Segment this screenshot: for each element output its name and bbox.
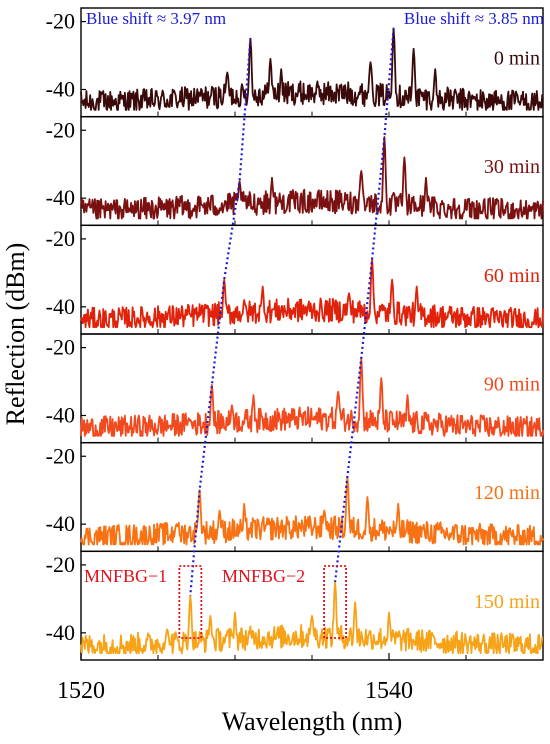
blue-shift-label-1: Blue shift ≈ 3.97 nm [86,9,226,28]
time-label: 90 min [484,374,540,396]
shift-line-1 [189,38,252,596]
panel-2: -20 -40 60 min [46,224,544,335]
mnfbg-boxes [178,565,348,639]
y-tick-label: -40 [46,620,75,645]
time-label: 30 min [484,156,540,178]
blue-shift-lines [189,28,395,596]
time-label: 150 min [474,591,540,613]
spectrum-line [80,475,544,546]
spectrum-line [80,581,544,655]
y-tick-label: -20 [46,117,75,142]
x-axis-label: Wavelength (nm) [222,707,403,736]
panel-3: -20 -40 90 min [46,333,544,444]
time-label: 120 min [474,482,540,504]
spectra-panels: -20 -40 0 min -20 -40 30 min -20 -40 60 min -20 -4… [46,7,544,661]
mnfbg-2-label: MNFBG−2 [222,566,305,586]
panel-4: -20 -40 120 min [46,441,544,553]
y-tick-label: -20 [46,552,75,577]
y-axis-label: Reflection (dBm) [1,243,30,426]
y-tick-label: -40 [46,511,75,536]
y-tick-label: -40 [46,77,75,102]
spectrum-line [80,258,544,329]
y-tick-label: -40 [46,403,75,428]
y-tick-label: -20 [46,9,75,34]
x-tick-label: 1540 [365,678,413,704]
mnfbg-1-label: MNFBG−1 [84,566,167,586]
shift-line-2 [334,28,395,583]
spectrum-line [80,136,544,220]
text-labels: 1520 1540 Wavelength (nm) Reflection (dBm) B… [1,9,544,736]
panel-1: -20 -40 30 min [46,115,544,227]
panel-5: -20 -40 150 min [46,550,544,661]
spectrum-line [80,356,544,437]
spectrum-line [80,27,544,111]
y-tick-label: -20 [46,226,75,251]
y-tick-label: -20 [46,443,75,468]
y-tick-label: -40 [46,294,75,319]
mnfbg-box-2 [323,565,348,639]
mnfbg-box-1 [178,565,203,639]
y-tick-label: -20 [46,335,75,360]
blue-shift-label-2: Blue shift ≈ 3.85 nm [404,9,544,28]
x-tick-label: 1520 [57,678,105,704]
time-label: 0 min [494,48,540,70]
y-tick-label: -40 [46,185,75,210]
time-label: 60 min [484,265,540,287]
